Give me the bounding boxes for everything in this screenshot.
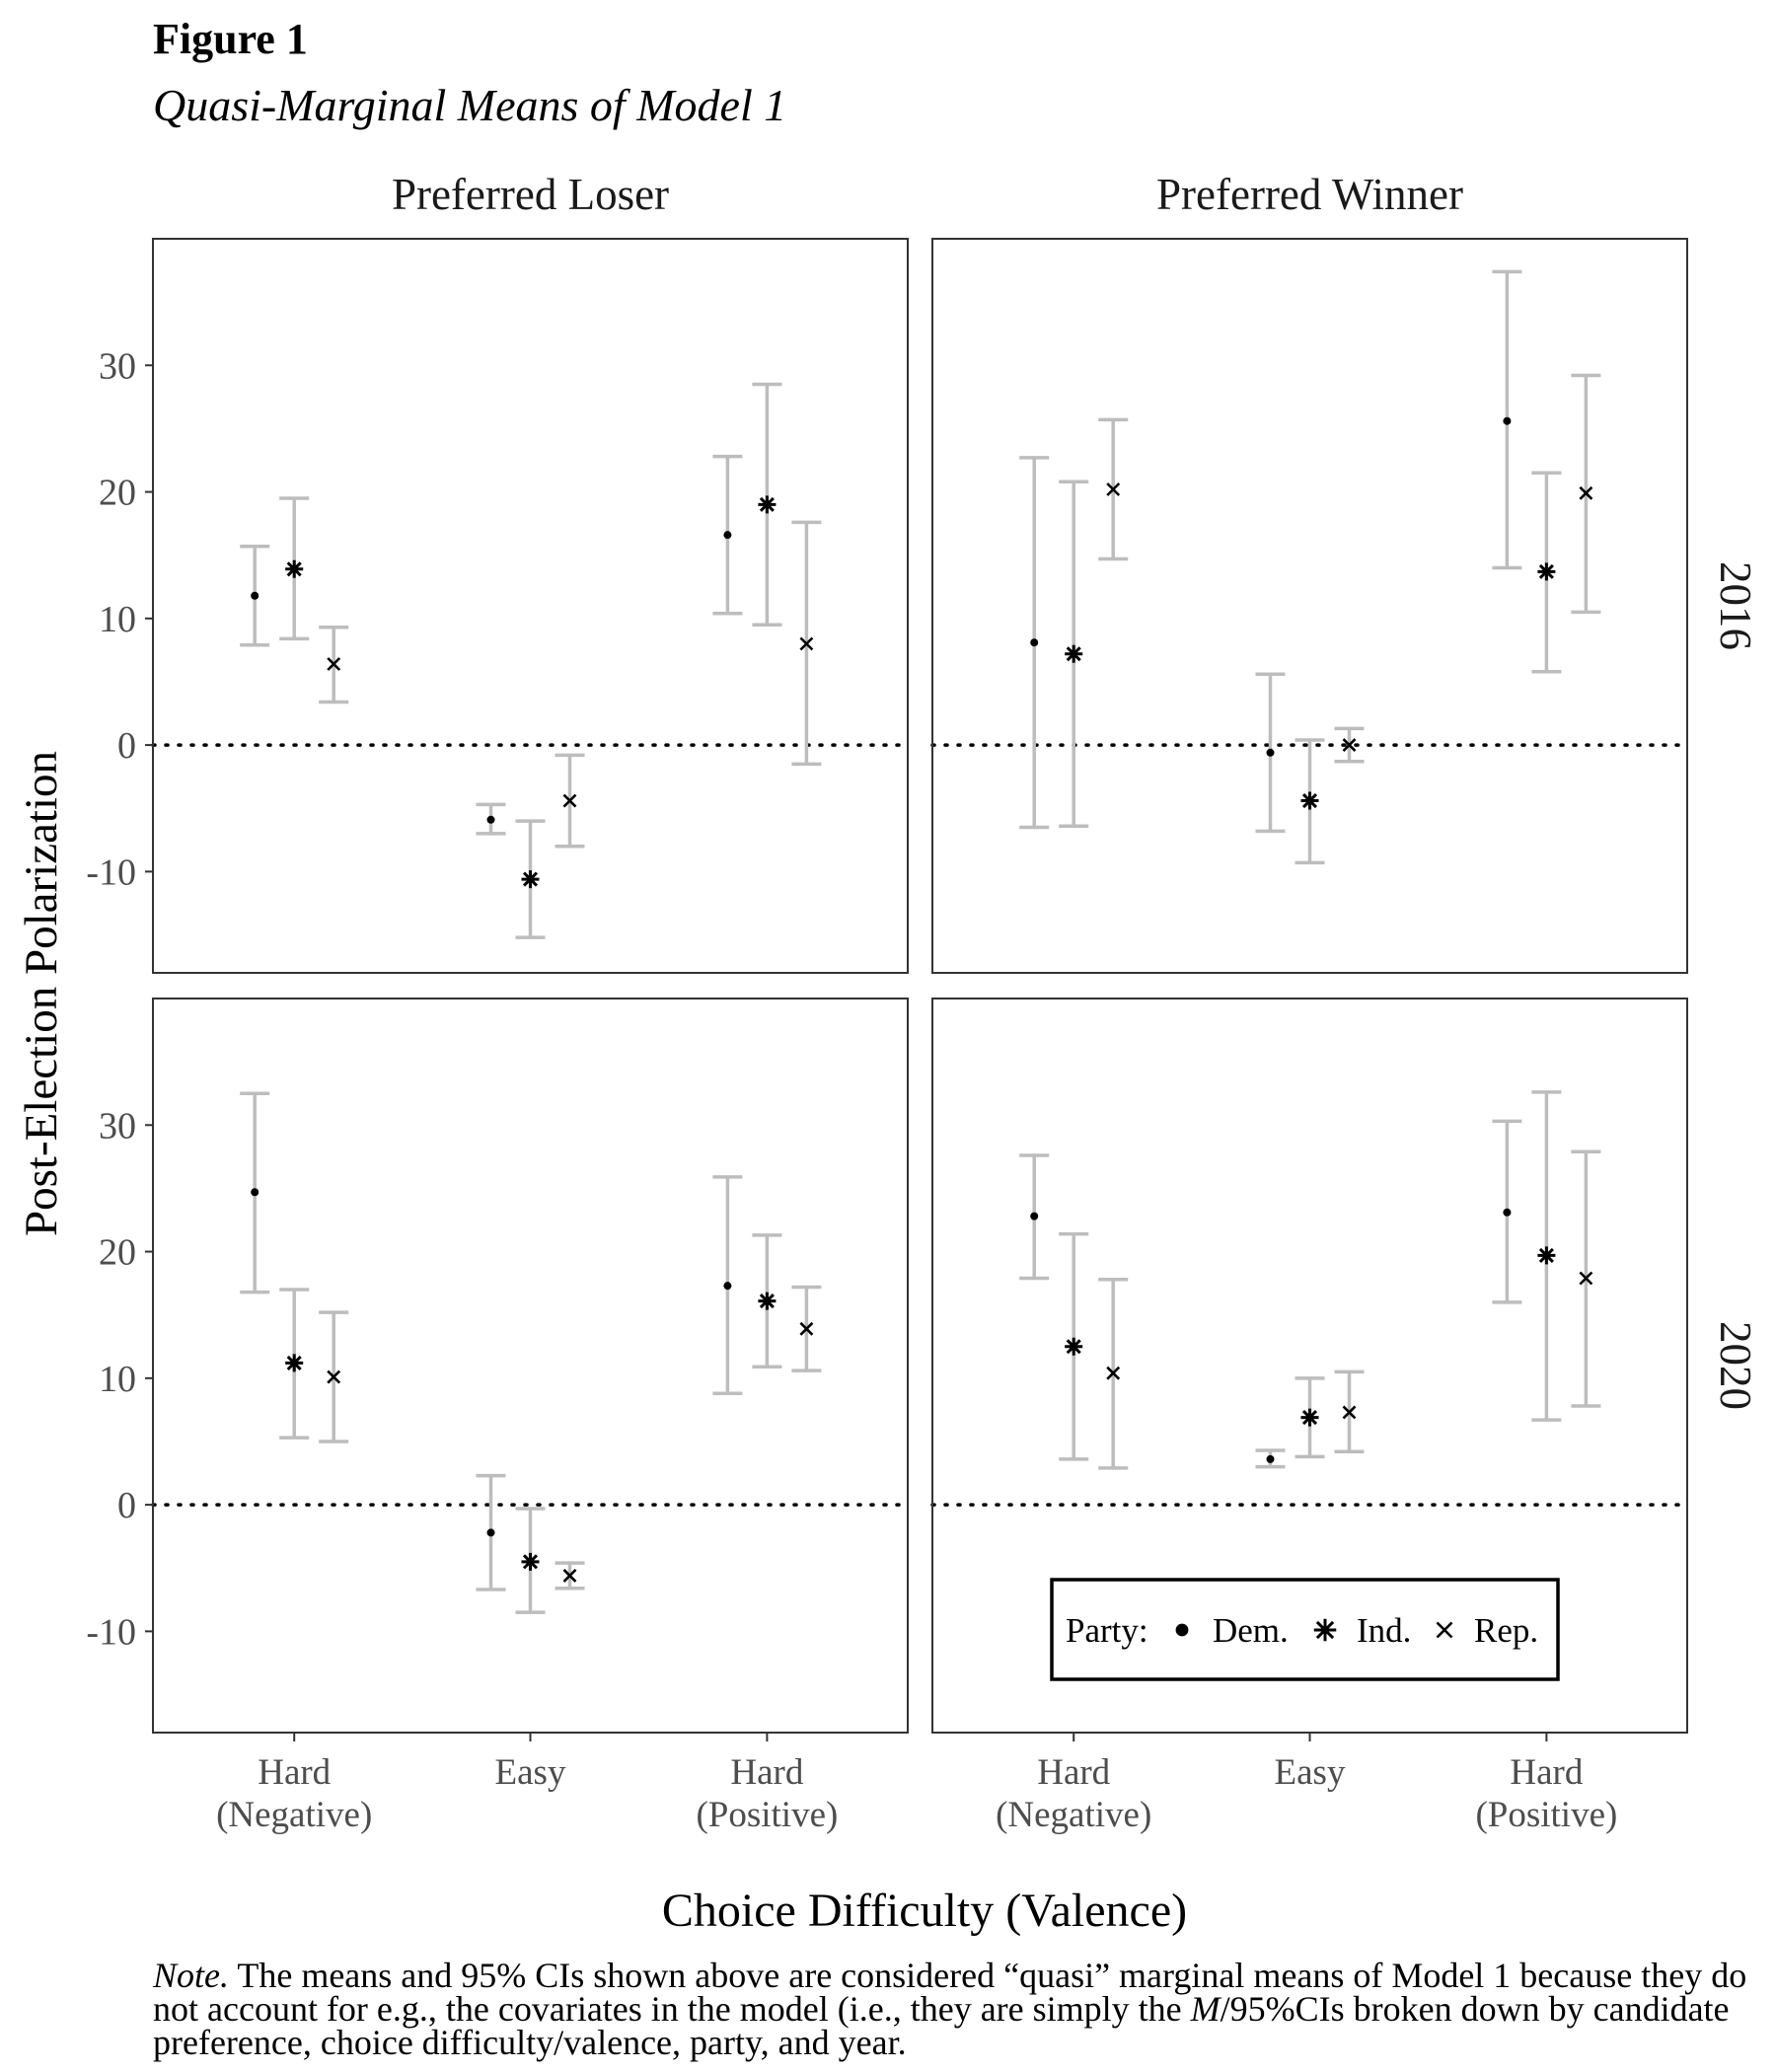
y-tick-label: 30 [99,1105,136,1147]
data-point-ind [1065,1337,1083,1356]
y-tick-label: 20 [99,1232,136,1274]
panel-border [931,238,1688,974]
x-tick-label: Hard [730,1752,803,1793]
y-axis-title: Post-Election Polarization [16,751,67,1236]
data-point-rep [799,636,814,651]
data-point-ind [1300,1408,1319,1427]
data-point-ind [1537,562,1556,581]
x-axis-title: Choice Difficulty (Valence) [662,1885,1187,1937]
data-point-rep [1579,485,1593,500]
data-point-dem [1266,748,1275,757]
data-point-ind [1313,1618,1337,1642]
legend-label: Rep. [1474,1611,1538,1650]
data-point-rep [1436,1621,1453,1639]
x-tick-label: Easy [1275,1752,1346,1793]
x-tick-label: Hard [1510,1752,1583,1793]
figure-title: Quasi-Marginal Means of Model 1 [153,80,787,130]
data-point-rep [327,657,341,671]
data-point-ind [758,1292,777,1310]
y-tick-label: -10 [86,1611,136,1653]
data-point-dem [1030,1212,1039,1221]
faceted-error-bar-chart: Preferred Loser Preferred Winner20162020-… [16,170,1760,1937]
figure-note: Note. The means and 95% CIs shown above … [153,1956,1751,2062]
data-point-dem [486,1528,495,1537]
y-tick-label: 20 [99,473,136,514]
data-point-dem [486,815,495,824]
data-point-dem [1503,416,1512,425]
data-point-rep [1106,482,1121,496]
note-lead: Note. [153,1956,229,1995]
facet-col-label: Preferred Winner [1156,170,1463,219]
data-point-ind [1065,644,1083,663]
y-tick-label: 30 [99,345,136,387]
data-point-ind [521,1552,540,1571]
legend-title: Party: [1066,1611,1148,1650]
data-point-rep [799,1321,814,1336]
legend-label: Ind. [1357,1611,1411,1650]
data-point-dem [1175,1623,1189,1637]
facet-col-label: Preferred Loser [392,170,669,219]
data-point-dem [723,531,732,540]
data-point-rep [1106,1366,1121,1380]
data-point-dem [723,1282,732,1291]
x-tick-label: (Negative) [216,1795,372,1835]
note-text-2: /95%CIs broken down by candidate prefere… [153,1989,1730,2062]
data-point-dem [251,1188,259,1197]
data-point-ind [758,495,777,514]
x-tick-label: (Positive) [1475,1795,1617,1835]
y-tick-label: 0 [117,1485,136,1526]
data-point-ind [1300,791,1319,810]
x-tick-label: (Negative) [996,1795,1151,1835]
y-tick-label: 10 [99,1359,136,1400]
x-tick-label: Easy [495,1752,566,1793]
data-point-dem [1503,1208,1512,1217]
y-tick-label: 0 [117,725,136,767]
legend-box [1050,1578,1560,1681]
data-point-dem [251,591,259,600]
data-point-rep [562,793,577,808]
data-point-dem [1030,638,1039,647]
data-point-dem [1266,1454,1275,1463]
facet-row-label: 2020 [1711,1321,1760,1410]
data-point-ind [521,870,540,889]
panel-border [152,998,909,1734]
y-tick-label: -10 [86,851,136,893]
x-tick-label: Hard [258,1752,331,1793]
data-point-rep [1342,1405,1357,1420]
x-tick-label: Hard [1037,1752,1110,1793]
data-point-rep [1342,738,1357,753]
data-point-rep [1579,1271,1593,1286]
data-point-ind [285,1354,304,1372]
data-point-rep [327,1369,341,1384]
data-point-ind [1537,1246,1556,1265]
note-m: M [1190,1989,1221,2029]
note-text-1: The means and 95% CIs shown above are co… [153,1956,1747,2029]
data-point-ind [285,559,304,578]
x-tick-label: (Positive) [696,1795,838,1835]
legend-label: Dem. [1213,1611,1289,1650]
data-point-rep [562,1569,577,1583]
y-tick-label: 10 [99,599,136,640]
panel-border [152,238,909,974]
figure-label: Figure 1 [153,15,308,63]
facet-row-label: 2016 [1711,561,1760,650]
